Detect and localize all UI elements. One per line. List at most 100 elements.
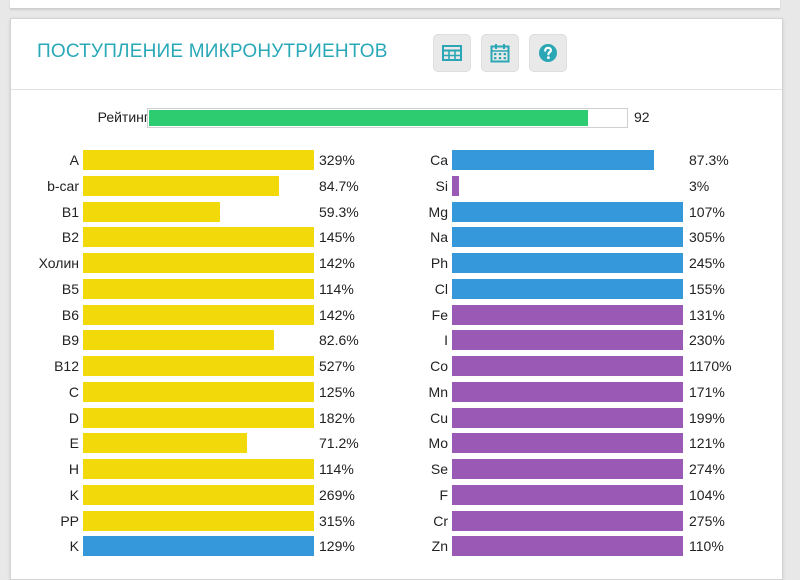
bar-a	[83, 150, 314, 170]
bar-f	[452, 485, 683, 505]
bar-value-h: 114%	[319, 461, 354, 477]
bar-label-a: A	[69, 152, 79, 168]
micronutrients-panel: Поступление микронутриентов	[10, 18, 783, 580]
bar-label-ph: Ph	[430, 255, 448, 271]
bar-value-mo: 121%	[689, 435, 725, 451]
bar-label-холин: Холин	[38, 255, 79, 271]
bar-label-fe: Fe	[431, 307, 448, 323]
bar-label-b5: B5	[61, 281, 79, 297]
bar-value-fe: 131%	[689, 307, 725, 323]
bar-value-холин: 142%	[319, 255, 355, 271]
bar-k	[83, 536, 314, 556]
bar-value-mg: 107%	[689, 204, 725, 220]
bar-b6	[83, 305, 314, 325]
bar-pp	[83, 511, 314, 531]
bar-label-zn: Zn	[431, 538, 448, 554]
top-panel-edge	[10, 0, 780, 9]
help-button[interactable]	[529, 34, 567, 72]
panel-title: Поступление микронутриентов	[37, 41, 388, 62]
bar-value-b-car: 84.7%	[319, 178, 359, 194]
bar-cr	[452, 511, 683, 531]
bar-label-i: I	[444, 332, 448, 348]
help-icon	[538, 43, 558, 63]
bar-value-cr: 275%	[689, 513, 725, 529]
bar-value-b9: 82.6%	[319, 332, 359, 348]
bar-b2	[83, 227, 314, 247]
table-view-button[interactable]	[433, 34, 471, 72]
bar-se	[452, 459, 683, 479]
bar-label-b12: B12	[54, 358, 79, 374]
bar-value-se: 274%	[689, 461, 725, 477]
bar-b-car	[83, 176, 279, 196]
rating-bar-track	[147, 108, 628, 128]
bar-label-co: Co	[430, 358, 448, 374]
bar-zn	[452, 536, 683, 556]
bar-b12	[83, 356, 314, 376]
bar-label-h: H	[68, 461, 79, 477]
bar-label-c: C	[68, 384, 79, 400]
bar-cl	[452, 279, 683, 299]
bar-label-f: F	[439, 487, 448, 503]
bar-value-ca: 87.3%	[689, 152, 729, 168]
bar-label-mn: Mn	[428, 384, 448, 400]
bar-i	[452, 330, 683, 350]
bar-b9	[83, 330, 274, 350]
bar-b5	[83, 279, 314, 299]
bar-label-cl: Cl	[434, 281, 448, 297]
bar-value-cu: 199%	[689, 410, 725, 426]
bar-mn	[452, 382, 683, 402]
bar-label-k: K	[69, 487, 79, 503]
bar-ca	[452, 150, 654, 170]
table-icon	[442, 45, 462, 61]
rating-label: Рейтинг	[97, 109, 149, 125]
bar-cu	[452, 408, 683, 428]
bar-холин	[83, 253, 314, 273]
bar-value-f: 104%	[689, 487, 725, 503]
bar-value-cl: 155%	[689, 281, 725, 297]
bar-b1	[83, 202, 220, 222]
bar-value-b5: 114%	[319, 281, 354, 297]
bar-label-cu: Cu	[430, 410, 448, 426]
bar-label-cr: Cr	[433, 513, 448, 529]
bar-label-mo: Mo	[428, 435, 448, 451]
bar-label-b-car: b-car	[47, 178, 79, 194]
micronutrient-bar-chart: A 329% b-car 84.7% B1 59.3% B2 145% Холин 142% B5 1…	[11, 19, 782, 579]
bar-si	[452, 176, 459, 196]
bar-d	[83, 408, 314, 428]
bar-na	[452, 227, 683, 247]
bar-label-d: D	[68, 410, 79, 426]
bar-label-pp: PP	[60, 513, 79, 529]
bar-label-na: Na	[430, 229, 448, 245]
bar-value-d: 182%	[319, 410, 355, 426]
bar-value-b2: 145%	[319, 229, 355, 245]
bar-value-mn: 171%	[689, 384, 725, 400]
bar-value-e: 71.2%	[319, 435, 359, 451]
bar-fe	[452, 305, 683, 325]
calendar-icon	[490, 43, 510, 63]
bar-co	[452, 356, 683, 376]
bar-mg	[452, 202, 683, 222]
bar-value-ph: 245%	[689, 255, 725, 271]
bar-label-si: Si	[435, 178, 448, 194]
bar-value-co: 1170%	[689, 358, 732, 374]
bar-c	[83, 382, 314, 402]
bar-k	[83, 485, 314, 505]
bar-label-e: E	[69, 435, 79, 451]
calendar-button[interactable]	[481, 34, 519, 72]
bar-label-b6: B6	[61, 307, 79, 323]
bar-value-k: 129%	[319, 538, 355, 554]
bar-mo	[452, 433, 683, 453]
bar-e	[83, 433, 247, 453]
rating-value: 92	[634, 109, 650, 125]
bar-value-a: 329%	[319, 152, 355, 168]
bar-label-b1: B1	[61, 204, 79, 220]
bar-value-b6: 142%	[319, 307, 355, 323]
bar-value-na: 305%	[689, 229, 725, 245]
bar-value-i: 230%	[689, 332, 725, 348]
bar-label-b2: B2	[61, 229, 79, 245]
bar-label-se: Se	[430, 461, 448, 477]
bar-value-k: 269%	[319, 487, 355, 503]
bar-h	[83, 459, 314, 479]
bar-label-k: K	[69, 538, 79, 554]
bar-value-b1: 59.3%	[319, 204, 359, 220]
